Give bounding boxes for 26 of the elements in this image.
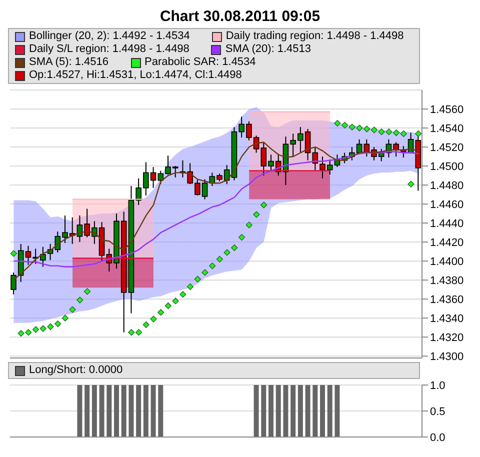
y-tick-label: 1.0 bbox=[430, 380, 446, 392]
y-tick-label: 1.4360 bbox=[430, 294, 464, 306]
y-tick-label: 1.4500 bbox=[430, 160, 464, 173]
y-tick-label: 1.4520 bbox=[430, 142, 464, 154]
y-tick-label: 1.4480 bbox=[430, 180, 464, 192]
chart-title: Chart 30.08.2011 09:05 bbox=[158, 8, 322, 27]
y-tick-label: 1.4540 bbox=[430, 122, 464, 135]
legend-label: SMA (5): 1.4516 bbox=[29, 56, 108, 69]
y-tick-label: 1.4440 bbox=[430, 218, 464, 230]
legend-label: Op:1.4527, Hi:1.4531, Lo:1.4474, Cl:1.4498 bbox=[29, 69, 242, 82]
y-tick-label: 0.5 bbox=[430, 406, 446, 418]
y-tick-label: 1.4560 bbox=[430, 104, 464, 116]
legend-label: Parabolic SAR: 1.4534 bbox=[144, 56, 256, 69]
y-tick-label: 1.4380 bbox=[430, 274, 464, 287]
legend-label: Daily S/L region: 1.4498 - 1.4498 bbox=[29, 43, 190, 56]
legend-label: Long/Short: 0.0000 bbox=[29, 364, 123, 377]
legend-label: Daily trading region: 1.4498 - 1.4498 bbox=[226, 30, 404, 43]
y-tick-label: 1.4420 bbox=[430, 236, 464, 249]
y-tick-label: 1.4320 bbox=[430, 332, 464, 344]
y-tick-label: 1.4400 bbox=[430, 256, 464, 268]
y-tick-label: 1.4460 bbox=[430, 198, 464, 211]
legend-label: SMA (20): 1.4513 bbox=[225, 43, 312, 56]
y-tick-label: 0.0 bbox=[430, 432, 446, 444]
legend-label: Bollinger (20, 2): 1.4492 - 1.4534 bbox=[29, 30, 190, 43]
y-tick-label: 1.4340 bbox=[430, 312, 464, 325]
y-tick-label: 1.4300 bbox=[430, 351, 464, 364]
